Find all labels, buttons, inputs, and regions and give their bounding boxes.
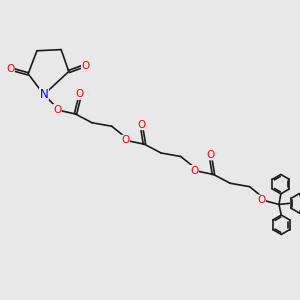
Text: O: O [190, 166, 198, 176]
Text: O: O [121, 135, 129, 145]
Text: O: O [6, 64, 14, 74]
Text: O: O [137, 120, 146, 130]
Text: N: N [40, 88, 48, 101]
Text: O: O [257, 195, 266, 205]
Text: O: O [76, 89, 84, 99]
Text: O: O [82, 61, 90, 71]
Text: O: O [53, 105, 61, 115]
Text: O: O [206, 150, 214, 160]
